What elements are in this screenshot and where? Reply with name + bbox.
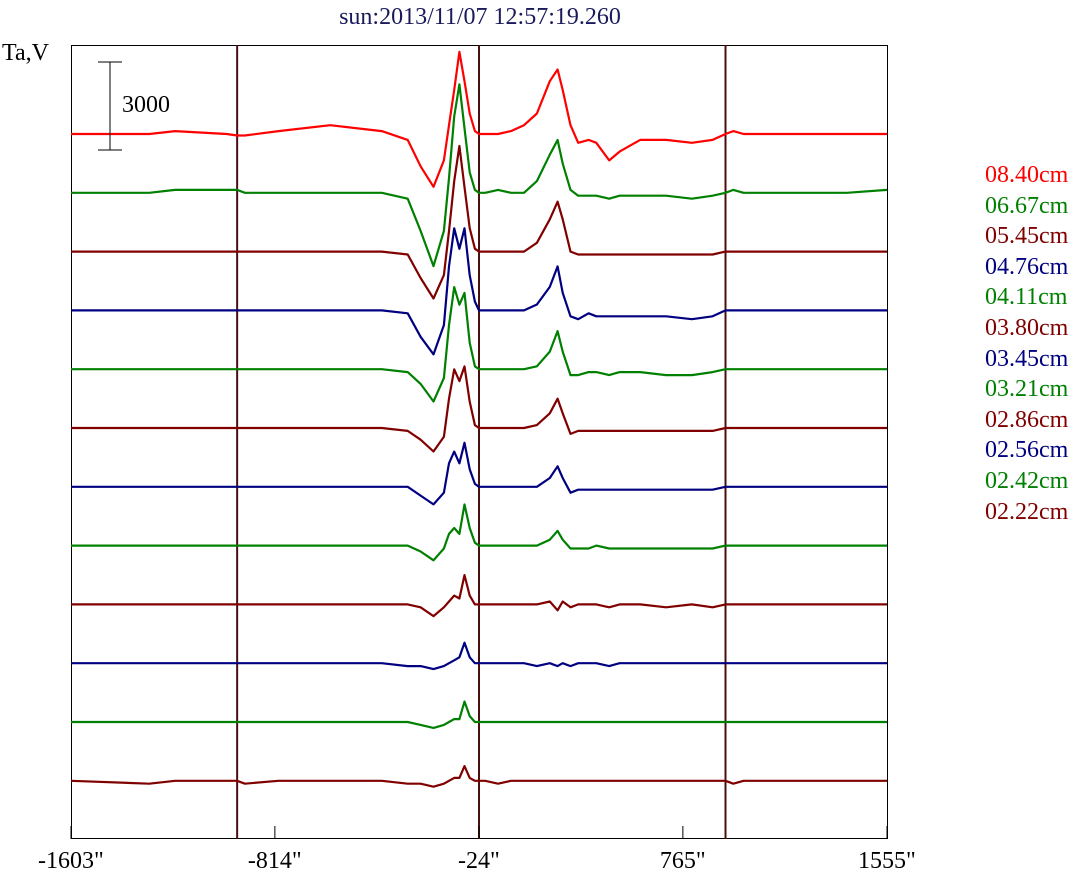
legend-item-08.40cm: 08.40cm — [985, 162, 1069, 188]
series-line-06.67cm — [71, 83, 888, 268]
series-line-02.22cm — [70, 765, 887, 788]
series-line-02.56cm — [71, 641, 887, 671]
series-line-04.76cm — [71, 227, 887, 356]
chart-title: sun:2013/11/07 12:57:19.260 — [339, 4, 621, 30]
series-line-04.11cm — [71, 286, 887, 403]
legend-item-04.11cm: 04.11cm — [985, 284, 1068, 311]
x-tick-label-0: -1603" — [38, 848, 104, 874]
x-tick-label-4: 1555" — [858, 848, 916, 874]
x-tick-label-3: 765" — [659, 848, 706, 874]
series-line-05.45cm — [71, 144, 887, 300]
y-axis-label: Ta,V — [2, 40, 49, 66]
series-line-02.86cm — [71, 574, 887, 618]
legend-item-02.42cm: 02.42cm — [985, 467, 1069, 494]
series-line-03.45cm — [71, 441, 887, 506]
series-line-02.42cm — [71, 700, 887, 729]
scale-bar-label: 3000 — [122, 92, 170, 118]
x-tick-label-1: -814" — [247, 848, 302, 874]
x-axis-ticks — [70, 826, 888, 839]
legend: 08.40cm 06.67cm 05.45cm 04.76cm 04.11cm 03.80… — [985, 160, 1085, 527]
series-group — [70, 50, 888, 788]
series-line-03.80cm — [71, 365, 887, 453]
legend-item-03.80cm: 03.80cm — [985, 314, 1069, 341]
scale-bar: 3000 — [98, 61, 170, 151]
legend-item-02.22cm: 02.22cm — [985, 498, 1069, 525]
legend-item-06.67cm: 06.67cm — [985, 192, 1069, 219]
legend-item-04.76cm: 04.76cm — [985, 253, 1069, 280]
series-line-03.21cm — [71, 503, 887, 562]
legend-item-05.45cm: 05.45cm — [985, 223, 1069, 250]
series-line-08.40cm — [71, 50, 887, 188]
legend-item-02.86cm: 02.86cm — [985, 406, 1069, 433]
legend-item-03.45cm: 03.45cm — [985, 345, 1069, 372]
vertical-markers — [236, 45, 727, 839]
legend-item-02.56cm: 02.56cm — [985, 437, 1069, 464]
legend-item-03.21cm: 03.21cm — [985, 376, 1069, 403]
x-tick-label-2: -24" — [458, 848, 500, 874]
